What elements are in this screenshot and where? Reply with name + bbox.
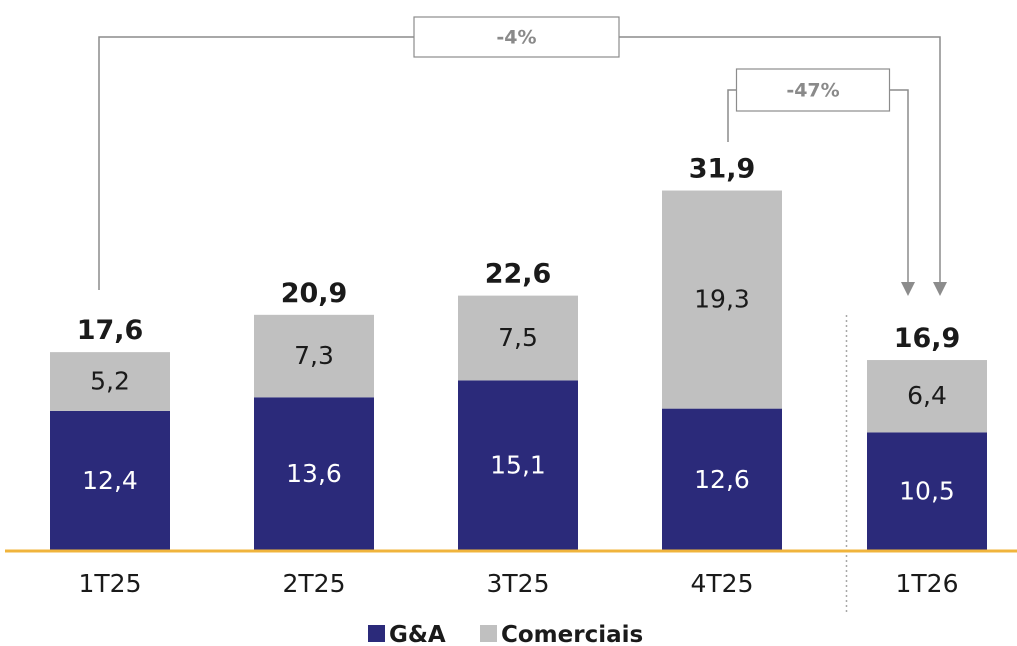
- legend-swatch-comerciais: [480, 625, 497, 642]
- change-label-0: -4%: [496, 27, 536, 49]
- bar-stacks: 12,4 5,2 17,6 13,6 7,3 20,9 15,1 7,5 22,6 12,6 19,…: [50, 154, 987, 551]
- total-label-2t25: 20,9: [281, 278, 348, 309]
- connector-right-0: [619, 36, 941, 285]
- tick-label-1t26: 1T26: [896, 569, 959, 598]
- total-label-4t25: 31,9: [689, 154, 756, 185]
- bar-comerciais-1t26: [867, 360, 987, 433]
- bar-g-a-3t25: [458, 380, 578, 551]
- value-label-comerciais-1t25: 5,2: [90, 367, 130, 396]
- tick-label-4t25: 4T25: [691, 569, 754, 598]
- bar-g-a-4t25: [662, 408, 782, 551]
- value-label-g-a-2t25: 13,6: [286, 459, 342, 488]
- change-box-0: [413, 16, 620, 58]
- bar-g-a-1t25: [50, 410, 170, 551]
- value-label-comerciais-1t26: 6,4: [907, 381, 947, 410]
- total-label-1t25: 17,6: [77, 315, 144, 346]
- change-box-1: [735, 68, 891, 112]
- bar-comerciais-3t25: [458, 295, 578, 381]
- bar-comerciais-1t25: [50, 352, 170, 411]
- value-label-g-a-3t25: 15,1: [490, 451, 546, 480]
- legend-label-comerciais: Comerciais: [501, 622, 643, 646]
- legend-label-ga: G&A: [389, 622, 446, 646]
- value-label-g-a-4t25: 12,6: [694, 465, 750, 494]
- legend: G&A Comerciais: [368, 622, 643, 646]
- total-label-1t26: 16,9: [894, 323, 961, 354]
- bar-g-a-1t26: [867, 432, 987, 551]
- value-label-comerciais-3t25: 7,5: [498, 323, 538, 352]
- value-label-comerciais-4t25: 19,3: [694, 285, 750, 314]
- arrow-down-icon: [901, 282, 915, 297]
- tick-label-2t25: 2T25: [283, 569, 346, 598]
- value-label-g-a-1t25: 12,4: [82, 466, 138, 495]
- value-label-comerciais-2t25: 7,3: [294, 341, 334, 370]
- connector-left-1: [727, 89, 737, 142]
- total-label-3t25: 22,6: [485, 259, 552, 290]
- connector-left-0: [98, 36, 414, 290]
- connector-right-1: [889, 89, 909, 285]
- x-axis-ticks: 1T25 2T25 3T25 4T25 1T26: [79, 569, 959, 598]
- bar-comerciais-2t25: [254, 314, 374, 398]
- arrow-down-icon: [933, 282, 947, 297]
- bar-g-a-2t25: [254, 397, 374, 551]
- tick-label-3t25: 3T25: [487, 569, 550, 598]
- change-label-1: -47%: [786, 80, 839, 102]
- bar-comerciais-4t25: [662, 190, 782, 409]
- legend-swatch-ga: [368, 625, 385, 642]
- change-annotations: -4% -47%: [98, 16, 947, 297]
- value-label-g-a-1t26: 10,5: [899, 477, 955, 506]
- tick-label-1t25: 1T25: [79, 569, 142, 598]
